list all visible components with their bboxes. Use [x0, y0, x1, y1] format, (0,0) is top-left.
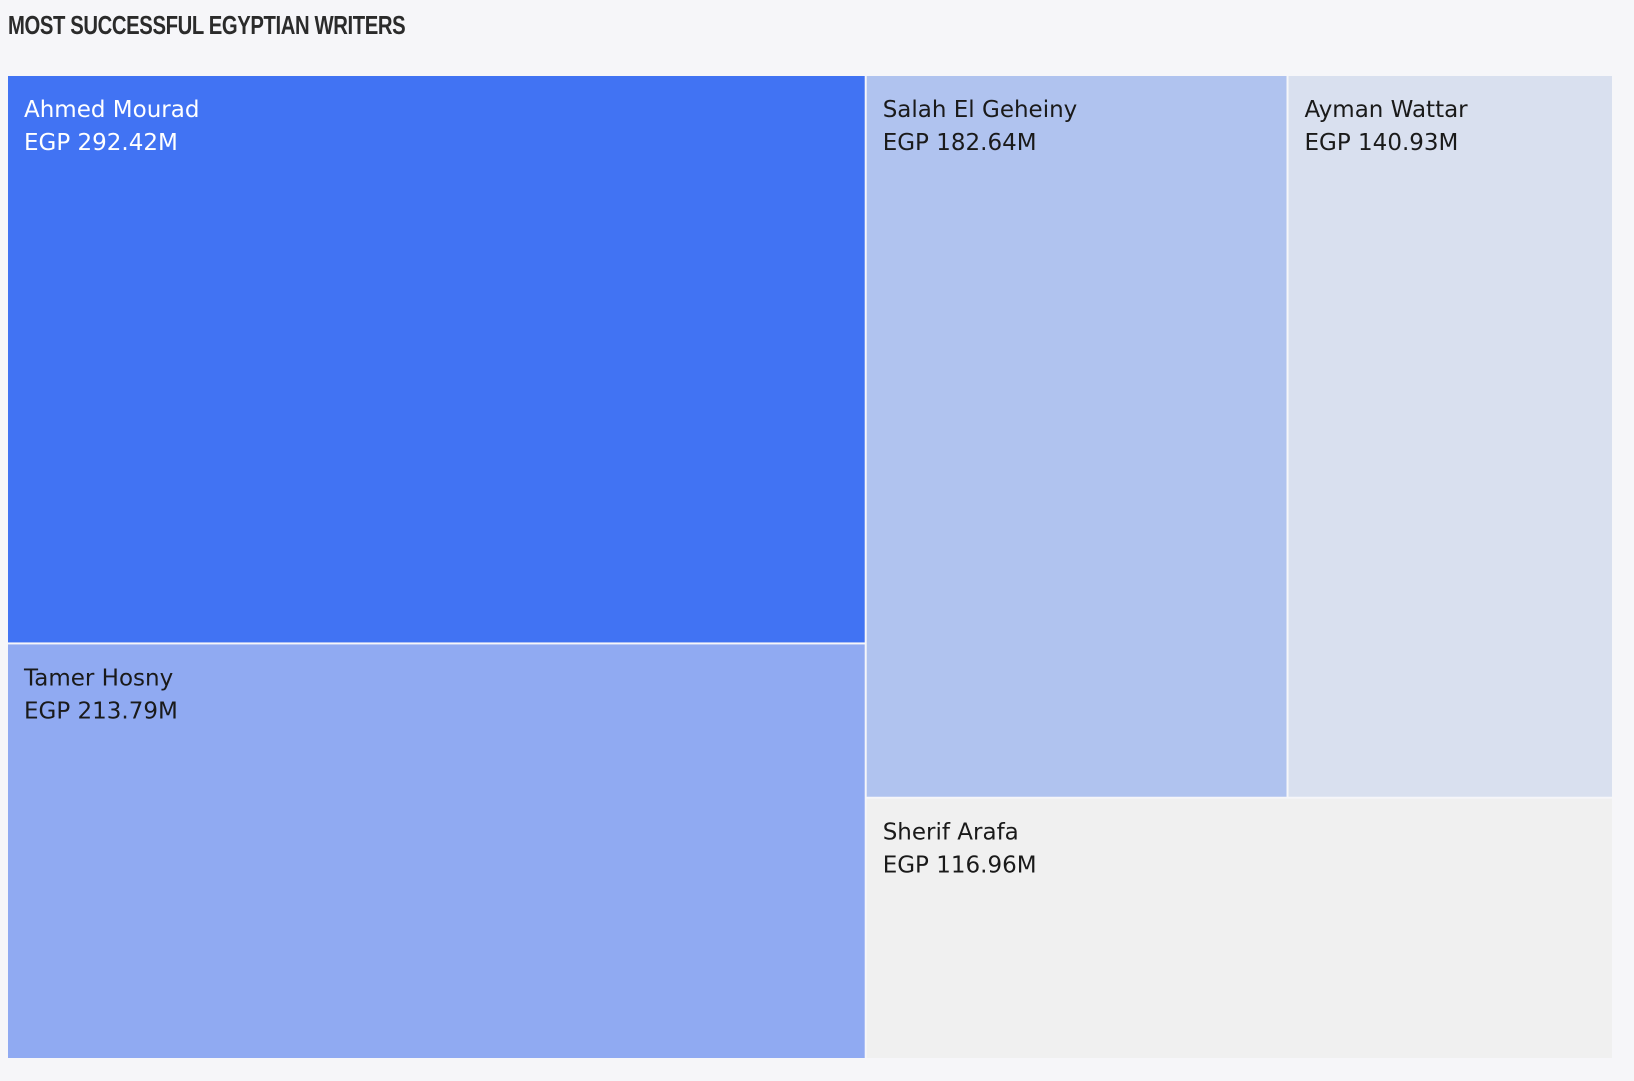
tile-value-label: EGP 140.93M: [1305, 130, 1459, 156]
tile-value-label: EGP 182.64M: [883, 130, 1037, 156]
treemap-chart: Ahmed Mourad EGP 292.42M Tamer Hosny EGP 21…: [8, 76, 1612, 1058]
tile-value-label: EGP 292.42M: [24, 130, 178, 156]
tile-name-label: Tamer Hosny: [23, 665, 173, 691]
treemap-rect[interactable]: [8, 76, 865, 643]
treemap-rect[interactable]: [8, 644, 865, 1058]
chart-title: MOST SUCCESSFUL EGYPTIAN WRITERS: [8, 10, 406, 40]
treemap-tile-salah-el-geheiny[interactable]: Salah El Geheiny EGP 182.64M: [866, 76, 1287, 797]
tile-name-label: Ayman Wattar: [1305, 97, 1469, 123]
treemap-tile-tamer-hosny[interactable]: Tamer Hosny EGP 213.79M: [8, 644, 865, 1058]
treemap-rect[interactable]: [1288, 76, 1612, 797]
tile-value-label: EGP 116.96M: [883, 853, 1037, 879]
tile-value-label: EGP 213.79M: [24, 698, 178, 724]
tile-name-label: Salah El Geheiny: [883, 97, 1078, 123]
treemap-tile-ayman-wattar[interactable]: Ayman Wattar EGP 140.93M: [1288, 76, 1612, 797]
treemap-rect[interactable]: [866, 76, 1287, 797]
treemap-rect[interactable]: [866, 798, 1612, 1058]
tile-name-label: Sherif Arafa: [883, 820, 1019, 846]
treemap-tile-sherif-arafa[interactable]: Sherif Arafa EGP 116.96M: [866, 798, 1612, 1058]
tile-name-label: Ahmed Mourad: [24, 97, 199, 123]
treemap-tile-ahmed-mourad[interactable]: Ahmed Mourad EGP 292.42M: [8, 76, 865, 643]
